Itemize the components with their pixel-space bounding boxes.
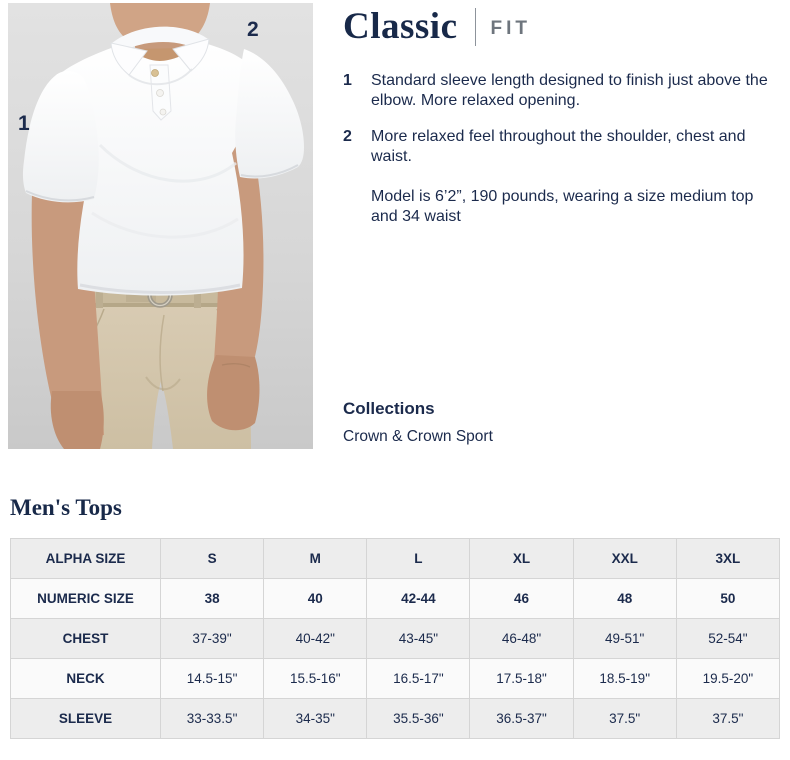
- shirt-sleeves: [22, 49, 304, 203]
- shirt-button-bottom: [159, 108, 167, 116]
- fit-point-2: 2 More relaxed feel throughout the shoul…: [343, 127, 780, 166]
- shirt-collar: [110, 26, 210, 121]
- size-row-label: NUMERIC SIZE: [10, 578, 161, 619]
- size-cell: 42-44: [366, 578, 471, 619]
- size-cell: 40-42": [263, 618, 368, 659]
- size-cell: S: [159, 538, 265, 579]
- size-cell: 48: [572, 578, 677, 619]
- size-cell: L: [366, 538, 471, 579]
- size-cell: 38: [159, 578, 265, 619]
- size-cell: 15.5-16": [263, 658, 368, 699]
- size-cell: 52-54": [675, 618, 781, 659]
- size-cell: 43-45": [366, 618, 471, 659]
- size-cell: XL: [469, 538, 574, 579]
- model-photo-illustration: [8, 3, 313, 449]
- size-row-label: ALPHA SIZE: [10, 538, 161, 579]
- size-cell: XXL: [572, 538, 677, 579]
- fit-name: Classic: [343, 5, 458, 47]
- shirt-button-top: [151, 69, 159, 77]
- size-cell: 37.5": [572, 698, 677, 739]
- collections-heading: Collections: [343, 399, 435, 418]
- size-cell: 49-51": [572, 618, 677, 659]
- pants-fly-seam: [159, 314, 165, 392]
- size-row-chest: CHEST 37-39" 40-42" 43-45" 46-48" 49-51" 52-54…: [10, 618, 781, 659]
- fit-title: Classic FIT: [343, 6, 780, 46]
- size-row-label: SLEEVE: [10, 698, 161, 739]
- size-row-label: CHEST: [10, 618, 161, 659]
- size-cell: 19.5-20": [675, 658, 781, 699]
- size-row-alpha-size: ALPHA SIZE S M L XL XXL 3XL: [10, 538, 781, 579]
- fit-points-list: 1 Standard sleeve length designed to fin…: [343, 71, 780, 166]
- fit-point-text: Standard sleeve length designed to finis…: [371, 72, 768, 109]
- shirt-button-middle: [156, 89, 164, 97]
- size-cell: 35.5-36": [366, 698, 471, 739]
- polo-shirt: [54, 43, 269, 296]
- fit-type-label: FIT: [490, 18, 531, 39]
- size-row-neck: NECK 14.5-15" 15.5-16" 16.5-17" 17.5-18" 18.5…: [10, 658, 781, 699]
- fit-point-marker-2: 2: [247, 18, 259, 41]
- fit-point-number: 2: [343, 128, 352, 146]
- size-cell: 17.5-18": [469, 658, 574, 699]
- fit-point-marker-1: 1: [18, 112, 30, 135]
- size-cell: 40: [263, 578, 368, 619]
- fit-point-text: More relaxed feel throughout the shoulde…: [371, 128, 746, 165]
- size-cell: 36.5-37": [469, 698, 574, 739]
- model-note: Model is 6’2”, 190 pounds, wearing a siz…: [371, 188, 754, 225]
- size-cell: 37.5": [675, 698, 781, 739]
- collections-value: Crown & Crown Sport: [343, 428, 493, 445]
- size-cell: 14.5-15": [159, 658, 265, 699]
- model-photo: 1 2: [8, 3, 313, 449]
- size-table: ALPHA SIZE S M L XL XXL 3XL NUMERIC SIZE 38 40 42-…: [10, 538, 781, 739]
- fit-info-column: Classic FIT 1 Standard sleeve length des…: [343, 6, 780, 226]
- collections-block: Collections Crown & Crown Sport: [343, 399, 493, 446]
- size-guide-page: 1 2 Classic FIT 1 Standard sleeve length…: [8, 3, 781, 739]
- size-cell: 33-33.5": [159, 698, 265, 739]
- size-cell: 16.5-17": [366, 658, 471, 699]
- size-cell: 37-39": [159, 618, 265, 659]
- size-table-section: Men's Tops ALPHA SIZE S M L XL XXL 3XL NUMERIC …: [10, 495, 781, 739]
- fit-point-1: 1 Standard sleeve length designed to fin…: [343, 71, 780, 110]
- size-cell: 18.5-19": [572, 658, 677, 699]
- fit-description-section: 1 2 Classic FIT 1 Standard sleeve length…: [8, 3, 780, 449]
- size-cell: 34-35": [263, 698, 368, 739]
- size-row-numeric-size: NUMERIC SIZE 38 40 42-44 46 48 50: [10, 578, 781, 619]
- size-row-label: NECK: [10, 658, 161, 699]
- size-cell: 46-48": [469, 618, 574, 659]
- size-cell: 3XL: [675, 538, 781, 579]
- size-table-body: ALPHA SIZE S M L XL XXL 3XL NUMERIC SIZE 38 40 42-…: [10, 538, 781, 739]
- size-table-title: Men's Tops: [10, 495, 122, 520]
- size-cell: 50: [675, 578, 781, 619]
- size-cell: M: [263, 538, 368, 579]
- size-row-sleeve: SLEEVE 33-33.5" 34-35" 35.5-36" 36.5-37" 37.5…: [10, 698, 781, 739]
- fit-point-number: 1: [343, 72, 352, 89]
- title-divider: [474, 8, 476, 46]
- size-cell: 46: [469, 578, 574, 619]
